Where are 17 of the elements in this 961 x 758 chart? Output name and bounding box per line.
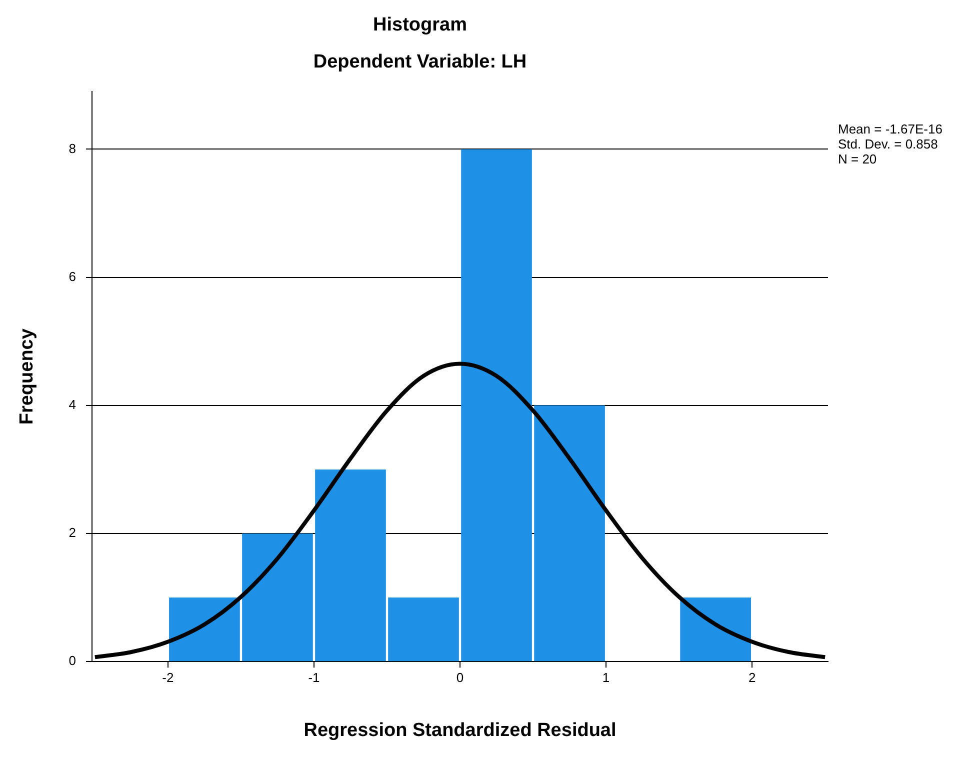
chart-title: Histogram (373, 14, 467, 36)
y-tick-label: 0 (68, 653, 76, 668)
chart-subtitle: Dependent Variable: LH (313, 51, 527, 72)
x-tick-label: -2 (162, 670, 174, 685)
text: Std. Dev. = 0.858 (838, 136, 938, 152)
x-tick-label: 2 (748, 670, 756, 685)
y-axis-title: Frequency (16, 328, 38, 425)
x-tick-label: 0 (456, 670, 464, 685)
x-tick-label: -1 (308, 670, 320, 685)
x-tick-label: 1 (602, 670, 610, 685)
y-tick-label: 8 (68, 140, 76, 156)
text: N = 20 (838, 151, 877, 166)
y-tick-label: 6 (68, 268, 76, 284)
y-tick-label: 4 (68, 397, 76, 412)
x-axis-title: Regression Standardized Residual (304, 720, 616, 741)
y-tick-label: 2 (68, 525, 76, 540)
text: Mean = -1.67E-16 (838, 121, 942, 136)
